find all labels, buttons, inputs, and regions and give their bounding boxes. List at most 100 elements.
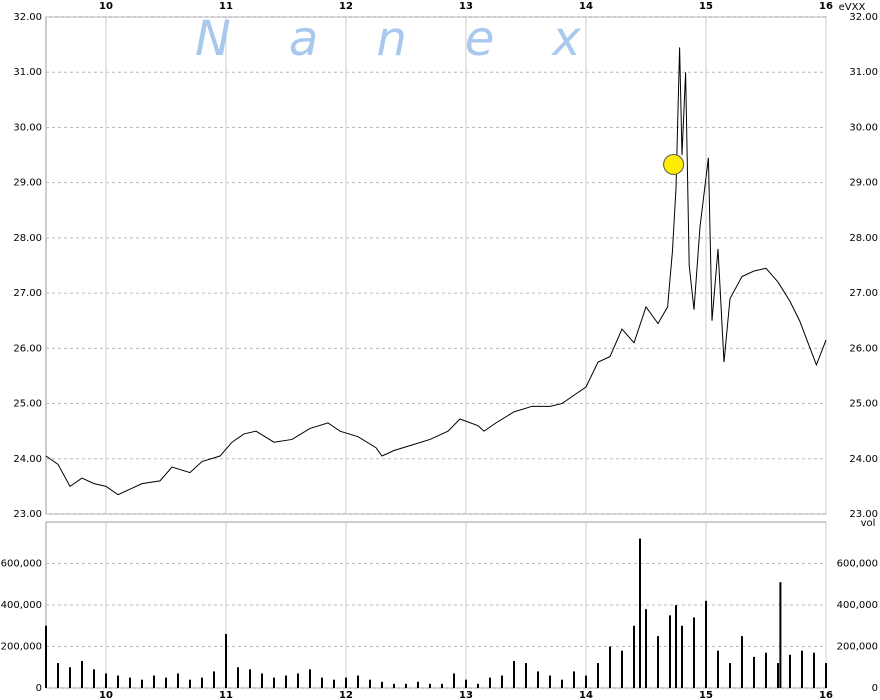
volume-bar	[621, 650, 623, 688]
volume-bar	[765, 652, 767, 688]
y-tick-label: 31.00	[849, 67, 878, 78]
volume-bar	[537, 671, 539, 688]
y-tick-label: 31.00	[13, 67, 42, 78]
y-tick-label: 26.00	[13, 343, 42, 354]
volume-bar	[549, 675, 551, 688]
y-tick-label: 400,000	[837, 600, 878, 611]
y-tick-label: 200,000	[837, 642, 878, 653]
volume-bar	[285, 675, 287, 688]
y-tick-label: 200,000	[1, 642, 42, 653]
volume-bar	[93, 669, 95, 688]
marker	[663, 153, 685, 175]
x-tick-label: 16	[819, 690, 833, 700]
y-tick-label: 28.00	[849, 233, 878, 244]
volume-bar	[465, 679, 467, 688]
volume-bar	[249, 669, 251, 688]
volume-bar	[45, 625, 47, 688]
y-tick-label: 25.00	[849, 399, 878, 410]
x-tick-label: 10	[99, 1, 113, 12]
y-tick-label: 30.00	[849, 122, 878, 133]
y-tick-label: 600,000	[837, 559, 878, 570]
volume-bar	[213, 671, 215, 688]
volume-bar	[417, 681, 419, 688]
volume-bar	[81, 661, 83, 688]
x-tick-label: 14	[579, 1, 593, 12]
volume-bar	[441, 683, 443, 688]
volume-bar	[657, 636, 659, 688]
volume-bar	[117, 675, 119, 688]
volume-bar	[597, 663, 599, 688]
volume-bar	[369, 679, 371, 688]
x-tick-label: 16	[819, 1, 833, 12]
volume-bar	[141, 679, 143, 688]
y-tick-label: 26.00	[849, 343, 878, 354]
x-tick-label: 10	[99, 690, 113, 700]
volume-bar	[261, 673, 263, 688]
plot-frame	[45, 16, 827, 515]
y-tick-label: 0	[36, 683, 42, 694]
volume-bar	[705, 600, 707, 688]
volume-bar	[153, 675, 155, 688]
volume-bar	[393, 683, 395, 688]
x-tick-label: 13	[459, 690, 473, 700]
volume-bar	[669, 615, 671, 688]
y-tick-label: 29.00	[849, 178, 878, 189]
volume-bar	[573, 671, 575, 688]
volume-bar	[501, 675, 503, 688]
volume-bar	[321, 677, 323, 688]
price-line	[45, 47, 827, 496]
y-tick-label: 23.00	[849, 509, 878, 520]
volume-bar	[105, 673, 107, 688]
volume-bar	[477, 683, 479, 688]
y-tick-label: 32.00	[849, 12, 878, 23]
volume-bar	[513, 661, 515, 688]
volume-bar	[777, 663, 779, 688]
y-axis-label: vol	[861, 518, 876, 529]
volume-bar	[675, 605, 677, 688]
volume-bar	[69, 667, 71, 688]
volume-bar	[345, 677, 347, 688]
volume-bar	[753, 656, 755, 688]
x-tick-label: 13	[459, 1, 473, 12]
y-tick-label: 32.00	[13, 12, 42, 23]
volume-bar	[813, 652, 815, 688]
y-axis-label: eVXX	[839, 2, 866, 13]
volume-bar	[639, 538, 641, 688]
volume-bar	[309, 669, 311, 688]
volume-bar	[717, 650, 719, 688]
y-tick-label: 0	[872, 683, 878, 694]
volume-bar	[429, 683, 431, 688]
y-tick-label: 30.00	[13, 122, 42, 133]
volume-bar	[609, 646, 611, 688]
y-tick-label: 24.00	[849, 454, 878, 465]
volume-bar	[165, 677, 167, 688]
volume-bar	[801, 650, 803, 688]
volume-bar	[825, 663, 827, 688]
volume-bar	[789, 654, 791, 688]
watermark: Nanex	[195, 11, 639, 67]
volume-bar	[729, 663, 731, 688]
volume-bar	[741, 636, 743, 688]
y-tick-label: 24.00	[13, 454, 42, 465]
volume-bar	[453, 673, 455, 688]
volume-bar	[189, 679, 191, 688]
volume-bar	[57, 663, 59, 688]
y-tick-label: 27.00	[849, 288, 878, 299]
y-tick-label: 29.00	[13, 178, 42, 189]
y-tick-label: 600,000	[1, 559, 42, 570]
volume-bar	[273, 677, 275, 688]
y-tick-label: 400,000	[1, 600, 42, 611]
x-tick-label: 11	[219, 1, 233, 12]
volume-bar	[333, 679, 335, 688]
volume-bar	[177, 673, 179, 688]
volume-bar	[357, 675, 359, 688]
y-tick-label: 25.00	[13, 399, 42, 410]
volume-bar	[561, 679, 563, 688]
volume-bar	[681, 625, 683, 688]
volume-bar	[381, 681, 383, 688]
volume-bar	[525, 663, 527, 688]
y-tick-label: 28.00	[13, 233, 42, 244]
y-tick-label: 23.00	[13, 509, 42, 520]
volume-bar	[297, 673, 299, 688]
